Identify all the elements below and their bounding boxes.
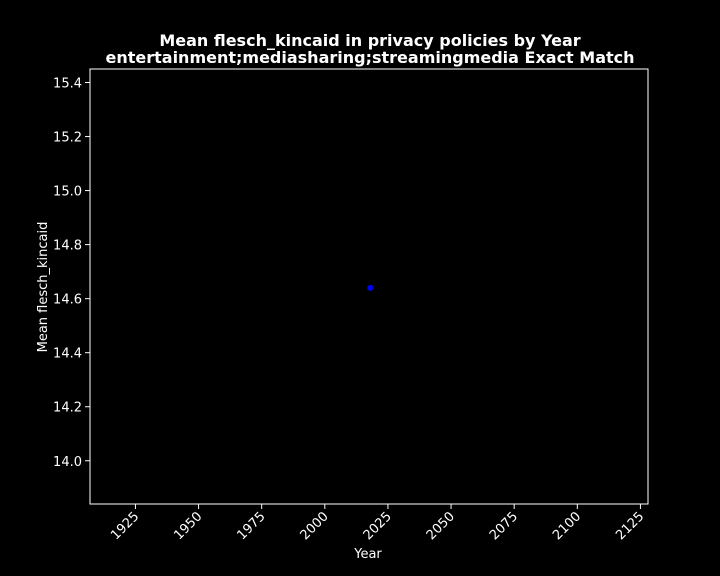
x-tick-label: 2000 [298,509,332,543]
x-tick-label: 2075 [487,509,521,543]
x-tick-label: 1975 [235,509,269,543]
x-tick-label: 2025 [361,509,395,543]
x-tick-label: 2125 [613,509,647,543]
y-tick-label: 15.4 [53,77,82,92]
y-tick-label: 14.2 [53,401,82,416]
data-points [367,284,374,291]
y-axis-ticks: 14.0 14.2 14.4 14.6 14.8 15.0 15.2 15.4 [53,77,90,470]
y-tick-label: 14.0 [53,455,82,470]
chart-subtitle: entertainment;mediasharing;streamingmedi… [105,48,634,67]
y-tick-label: 15.2 [53,131,82,146]
y-tick-label: 15.0 [53,185,82,200]
y-tick-label: 14.4 [53,347,82,362]
x-tick-label: 2050 [424,509,458,543]
x-axis-ticks: 1925 1950 1975 2000 2025 2050 2075 2100 2125 [108,504,647,543]
x-tick-label: 2100 [550,509,584,543]
chart-title: Mean flesch_kincaid in privacy policies … [159,31,580,50]
x-tick-label: 1950 [171,509,205,543]
y-axis-label: Mean flesch_kincaid [36,222,51,353]
data-point [367,284,374,291]
y-tick-label: 14.6 [53,293,82,308]
x-tick-label: 1925 [108,509,142,543]
x-axis-label: Year [353,547,382,562]
y-tick-label: 14.8 [53,239,82,254]
